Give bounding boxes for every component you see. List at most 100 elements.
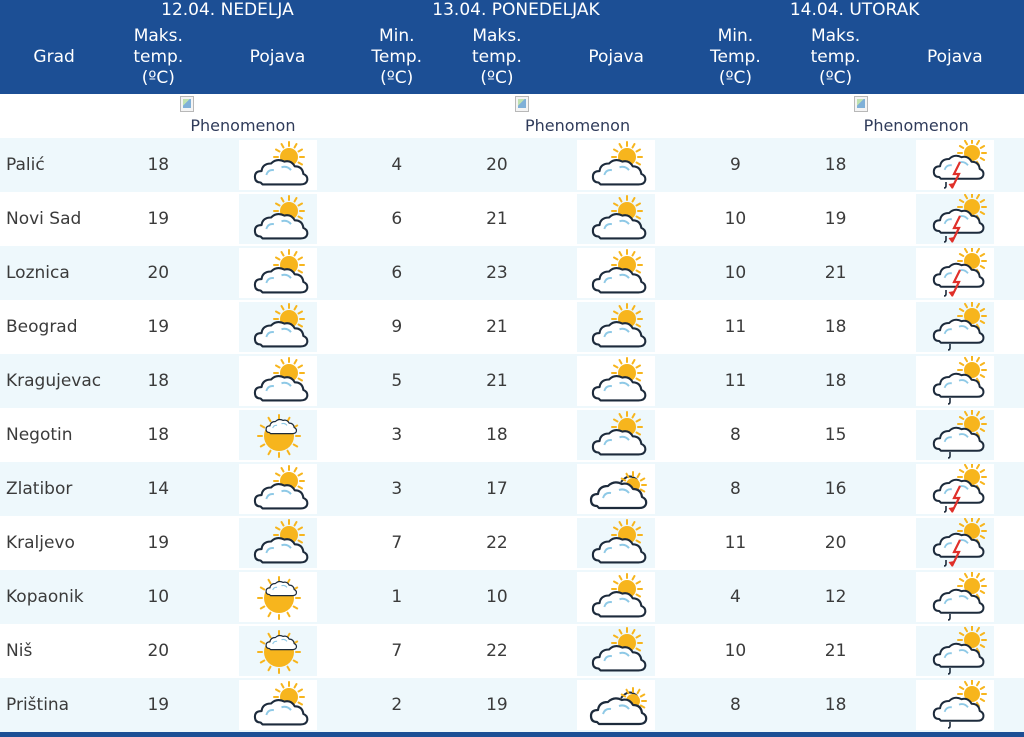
light-rain-icon — [915, 356, 994, 406]
weather-icon-cell — [547, 678, 686, 732]
min-temp-value: 4 — [685, 570, 786, 624]
city-name: Kragujevac — [0, 354, 109, 408]
max-temp-value: 18 — [785, 300, 886, 354]
table-row: Kraljevo 19 7 22 11 20 — [0, 516, 1024, 570]
partly-cloudy-icon — [577, 248, 656, 298]
max-temp-value: 19 — [108, 516, 209, 570]
phenomenon-alt-text: Phenomenon — [863, 116, 969, 135]
city-name: Niš — [0, 624, 109, 678]
table-row: Kragujevac 18 5 21 11 18 — [0, 354, 1024, 408]
day-header-1: 12.04. NEDELJA — [108, 0, 347, 20]
table-row: Kopaonik 10 1 10 4 12 — [0, 570, 1024, 624]
day-header-3: 14.04. UTORAK — [685, 0, 1024, 20]
mostly-sunny-icon — [238, 626, 317, 676]
weather-icon-cell — [885, 192, 1024, 246]
max-temp-value: 20 — [108, 624, 209, 678]
max-temp-value: 23 — [446, 246, 548, 300]
broken-image-icon — [515, 96, 530, 112]
partly-cloudy-icon — [238, 140, 317, 190]
max-temp-value: 14 — [108, 462, 209, 516]
partly-cloudy-icon — [238, 356, 317, 406]
max-temp-value: 21 — [446, 354, 548, 408]
table-row: Niš 20 7 22 10 21 — [0, 624, 1024, 678]
max-temp-value: 19 — [785, 192, 886, 246]
max-temp-value: 20 — [108, 246, 209, 300]
partly-cloudy-icon — [238, 680, 317, 730]
weather-icon-cell — [547, 354, 686, 408]
min-temp-value: 3 — [346, 408, 447, 462]
thunderstorm-icon — [915, 194, 994, 244]
table-row: Beograd 19 9 21 11 18 — [0, 300, 1024, 354]
weather-icon-cell — [885, 570, 1024, 624]
pojava-header: Pojava — [885, 20, 1024, 94]
min-temp-value: 7 — [346, 624, 447, 678]
min-temp-value: 10 — [685, 624, 786, 678]
min-temp-value: 8 — [685, 678, 786, 732]
min-temp-value: 8 — [685, 408, 786, 462]
min-temp-value: 1 — [346, 570, 447, 624]
weather-icon-cell — [547, 624, 686, 678]
pojava-header: Pojava — [208, 20, 347, 94]
day-header-2: 13.04. PONEDELJAK — [346, 0, 686, 20]
min-temp-value: 2 — [346, 678, 447, 732]
weather-icon-cell — [208, 354, 347, 408]
weather-icon-cell — [208, 516, 347, 570]
max-temp-value: 22 — [446, 516, 548, 570]
min-temp-value: 4 — [346, 138, 447, 192]
broken-image-icon — [180, 96, 195, 112]
bottom-border — [0, 732, 1024, 737]
weather-icon-cell — [885, 624, 1024, 678]
min-temp-value: 11 — [685, 300, 786, 354]
max-temp-value: 21 — [785, 624, 886, 678]
weather-icon-cell — [208, 138, 347, 192]
city-name: Palić — [0, 138, 109, 192]
weather-icon-cell — [885, 138, 1024, 192]
min-temp-value: 7 — [346, 516, 447, 570]
max-temp-value: 15 — [785, 408, 886, 462]
max-temp-value: 18 — [108, 408, 209, 462]
cloudy-icon — [577, 464, 656, 514]
max-temp-value: 20 — [446, 138, 548, 192]
min-temp-value: 9 — [346, 300, 447, 354]
min-temp-value: 11 — [685, 516, 786, 570]
min-temp-value: 3 — [346, 462, 447, 516]
partly-cloudy-icon — [577, 140, 656, 190]
max-temp-value: 17 — [446, 462, 548, 516]
thunderstorm-icon — [915, 518, 994, 568]
phenomenon-row: Phenomenon Phenomenon Phenomenon — [0, 94, 1024, 138]
weather-icon-cell — [547, 516, 686, 570]
weather-icon-cell — [547, 192, 686, 246]
partly-cloudy-icon — [238, 248, 317, 298]
partly-cloudy-icon — [238, 194, 317, 244]
weather-icon-cell — [208, 462, 347, 516]
max-temp-value: 18 — [785, 678, 886, 732]
weather-icon-cell — [208, 678, 347, 732]
thunderstorm-icon — [915, 248, 994, 298]
weather-icon-cell — [208, 624, 347, 678]
weather-icon-cell — [547, 138, 686, 192]
light-rain-icon — [915, 680, 994, 730]
max-temp-value: 10 — [446, 570, 548, 624]
table-row: Loznica 20 6 23 10 21 — [0, 246, 1024, 300]
table-row: Negotin 18 3 18 8 15 — [0, 408, 1024, 462]
min-temp-value: 10 — [685, 246, 786, 300]
partly-cloudy-icon — [577, 572, 656, 622]
max-temp-value: 18 — [785, 138, 886, 192]
table-row: Zlatibor 14 3 17 8 16 — [0, 462, 1024, 516]
thunderstorm-icon — [915, 140, 994, 190]
min-temp-value: 6 — [346, 246, 447, 300]
light-rain-icon — [915, 410, 994, 460]
weather-icon-cell — [885, 678, 1024, 732]
partly-cloudy-icon — [577, 356, 656, 406]
table-row: Palić 18 4 20 9 18 — [0, 138, 1024, 192]
weather-icon-cell — [208, 192, 347, 246]
light-rain-icon — [915, 572, 994, 622]
max-temp-header: Maks. temp. (ºC) — [785, 20, 886, 94]
city-name: Loznica — [0, 246, 109, 300]
header-blank — [0, 0, 109, 20]
max-temp-value: 12 — [785, 570, 886, 624]
city-name: Negotin — [0, 408, 109, 462]
max-temp-value: 19 — [108, 192, 209, 246]
max-temp-value: 18 — [108, 354, 209, 408]
